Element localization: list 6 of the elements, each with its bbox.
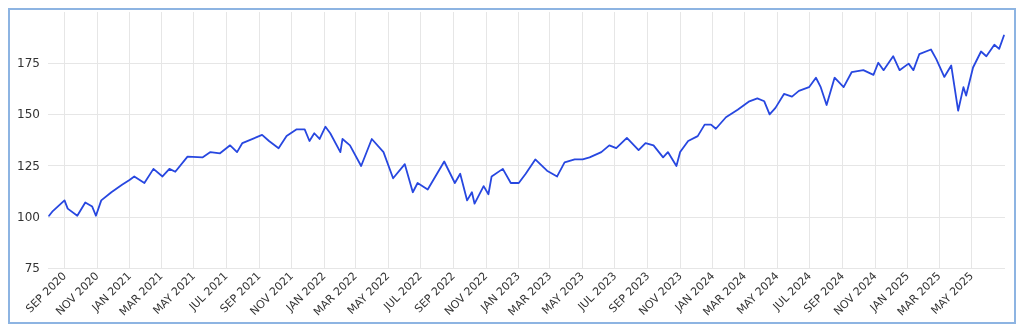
line-series — [48, 34, 1005, 217]
y-tick-label: 100 — [17, 209, 40, 224]
y-tick-label: 150 — [17, 107, 40, 122]
y-tick-label: 175 — [17, 56, 40, 71]
y-tick-label: 75 — [24, 261, 40, 275]
y-tick-label: 125 — [17, 158, 40, 173]
